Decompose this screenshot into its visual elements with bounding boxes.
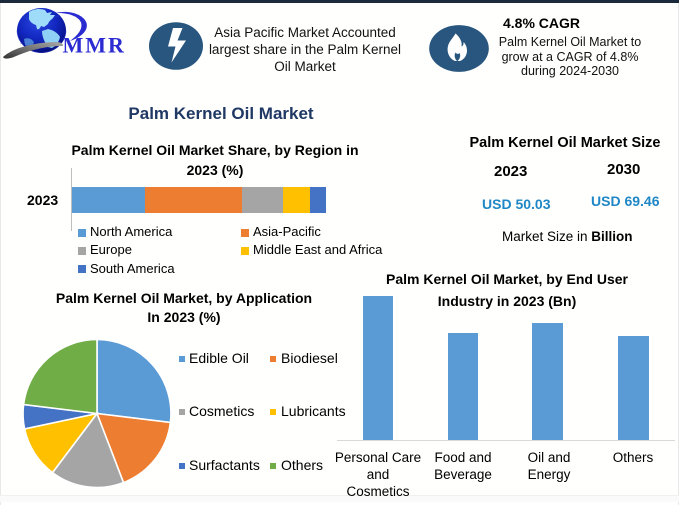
svg-text:MMR: MMR xyxy=(63,33,126,58)
